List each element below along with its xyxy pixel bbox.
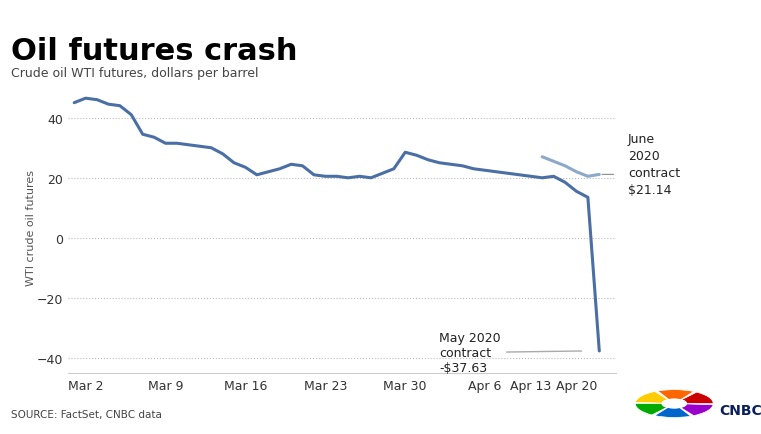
Wedge shape (681, 392, 713, 404)
Text: Oil futures crash: Oil futures crash (11, 37, 298, 66)
Text: CNBC: CNBC (719, 403, 761, 417)
Wedge shape (635, 404, 667, 415)
Text: SOURCE: FactSet, CNBC data: SOURCE: FactSet, CNBC data (11, 409, 162, 419)
Wedge shape (658, 390, 694, 400)
Text: June
2020
contract
$21.14: June 2020 contract $21.14 (628, 132, 680, 196)
Text: Crude oil WTI futures, dollars per barrel: Crude oil WTI futures, dollars per barre… (11, 67, 259, 80)
Text: May 2020
contract
-$37.63: May 2020 contract -$37.63 (440, 331, 581, 374)
Y-axis label: WTI crude oil futures: WTI crude oil futures (26, 170, 36, 286)
Wedge shape (654, 408, 691, 418)
Wedge shape (680, 404, 713, 416)
Wedge shape (635, 391, 668, 403)
Circle shape (662, 399, 686, 408)
